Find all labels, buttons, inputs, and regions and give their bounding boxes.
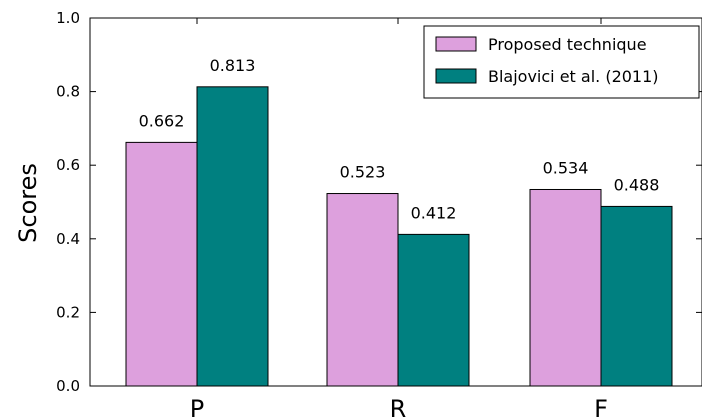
legend-label-blajovici: Blajovici et al. (2011) xyxy=(488,67,659,86)
y-axis-title: Scores xyxy=(14,163,42,243)
x-tick-label-p: P xyxy=(190,395,204,419)
data-label-blajovici-f: 0.488 xyxy=(614,175,660,194)
legend: Proposed technique Blajovici et al. (201… xyxy=(423,25,700,99)
bar-proposed-p xyxy=(125,141,198,387)
legend-swatch-proposed xyxy=(435,36,477,52)
data-label-proposed-f: 0.534 xyxy=(543,158,589,177)
y-tick-label: 0.6 xyxy=(56,156,80,174)
bar-proposed-r xyxy=(326,193,399,387)
bar-blajovici-f xyxy=(600,205,673,387)
y-tick-label: 1.0 xyxy=(56,9,80,27)
y-tick-label: 0.0 xyxy=(56,377,80,395)
legend-swatch-blajovici xyxy=(435,68,477,84)
data-label-proposed-p: 0.662 xyxy=(139,111,185,130)
y-tick-label: 0.4 xyxy=(56,230,80,248)
bar-blajovici-r xyxy=(397,233,470,387)
y-tick-label: 0.2 xyxy=(56,303,80,321)
x-tick-label-r: R xyxy=(390,395,407,419)
plot-frame xyxy=(89,17,702,387)
bar-proposed-f xyxy=(529,188,602,387)
y-tick-label: 0.8 xyxy=(56,83,80,101)
data-label-blajovici-p: 0.813 xyxy=(210,56,256,75)
data-labels-layer: 0.662 0.523 0.534 0.813 0.412 0.488 xyxy=(139,56,660,223)
legend-label-proposed: Proposed technique xyxy=(488,35,647,54)
bar-blajovici-p xyxy=(196,86,269,387)
data-label-proposed-r: 0.523 xyxy=(340,163,386,182)
data-label-blajovici-r: 0.412 xyxy=(411,203,457,222)
ticks-layer: 0.0 0.2 0.4 0.6 0.8 1.0 P R F xyxy=(56,9,702,419)
bars-layer xyxy=(125,86,673,387)
x-tick-label-f: F xyxy=(594,395,608,419)
